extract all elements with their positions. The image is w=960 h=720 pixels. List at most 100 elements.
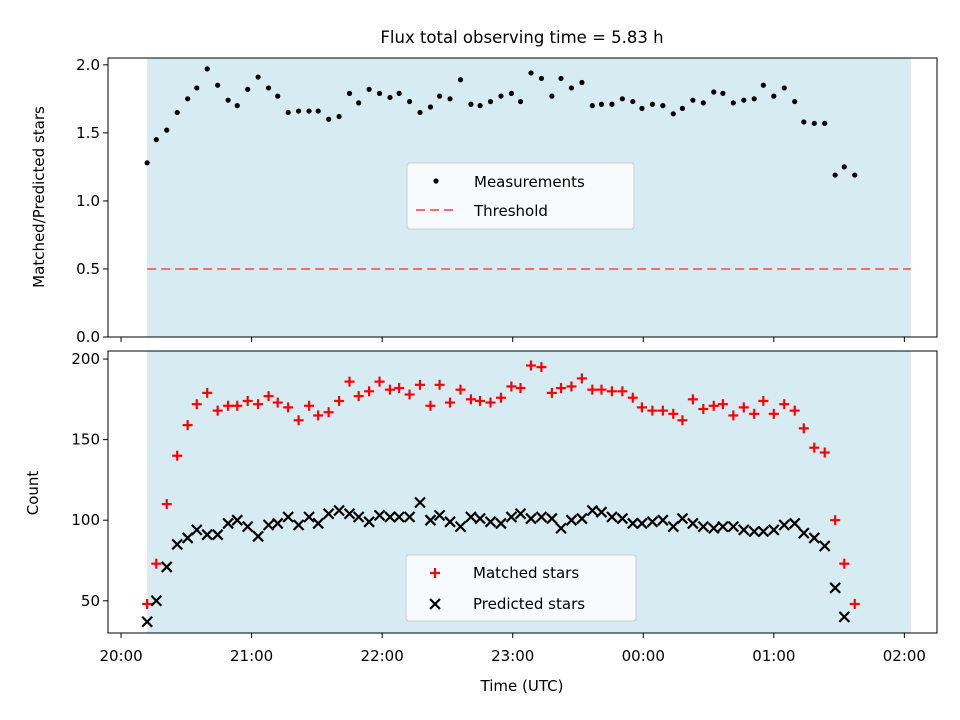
- matched-stars-series: [142, 360, 860, 609]
- predicted-star-point: [707, 522, 720, 535]
- y-tick-label: 1.0: [76, 192, 100, 210]
- count-legend-box: [405, 554, 637, 622]
- measurement-point: [234, 103, 240, 109]
- predicted-star-point: [778, 519, 791, 531]
- matched-star-point: [768, 408, 779, 419]
- matched-star-point: [617, 386, 628, 397]
- measurement-point: [649, 101, 655, 107]
- y-tick-label: 2.0: [76, 56, 100, 74]
- matched-star-point: [455, 384, 466, 395]
- predicted-star-point: [565, 514, 578, 526]
- measurement-point: [538, 75, 545, 82]
- measurement-point: [498, 93, 504, 99]
- ratio-legend: Measurements Threshold: [406, 162, 635, 230]
- y-tick-label: 200: [71, 350, 100, 368]
- predicted-star-point: [676, 512, 689, 525]
- predicted-star-point: [252, 530, 264, 543]
- measurement-point: [245, 86, 251, 92]
- measurement-point: [760, 82, 766, 88]
- predicted-star-point: [484, 516, 497, 528]
- predicted-star-point: [465, 511, 477, 523]
- predicted-star-point: [424, 514, 437, 526]
- predicted-star-point: [586, 504, 599, 517]
- matched-star-point: [536, 362, 547, 373]
- y-tick-label: 50: [81, 592, 100, 610]
- matched-star-point: [142, 598, 153, 609]
- measurement-point: [406, 98, 413, 105]
- legend-predicted-label: Predicted stars: [473, 595, 585, 613]
- predicted-star-point: [505, 511, 518, 523]
- matched-star-point: [576, 373, 587, 384]
- measurement-point: [185, 96, 191, 102]
- measurement-point: [781, 85, 787, 91]
- matched-star-point: [596, 384, 607, 395]
- measurement-point: [771, 93, 777, 99]
- matched-star-point: [749, 408, 760, 419]
- matched-star-point: [404, 389, 415, 400]
- matched-star-point: [394, 383, 405, 394]
- measurement-point: [811, 120, 817, 126]
- measurement-point: [174, 109, 180, 116]
- predicted-star-point: [433, 509, 446, 522]
- predicted-star-point: [303, 511, 315, 523]
- matched-star-point: [849, 598, 860, 609]
- matched-star-point: [708, 400, 719, 411]
- matched-star-point: [758, 395, 769, 406]
- measurement-point: [690, 97, 696, 103]
- y-tick-label: 0.5: [76, 260, 100, 278]
- measurement-point: [841, 164, 847, 170]
- measurement-point: [315, 108, 321, 114]
- predicted-star-point: [414, 496, 426, 509]
- matched-star-point: [465, 394, 476, 405]
- measurement-point: [589, 103, 595, 109]
- measurement-point: [508, 90, 515, 96]
- matched-star-point: [415, 379, 426, 390]
- predicted-star-point: [627, 517, 639, 530]
- predicted-star-point: [667, 520, 680, 533]
- measurement-point: [194, 85, 200, 91]
- measurement-point: [144, 160, 150, 166]
- measurement-point: [579, 79, 585, 86]
- matched-star-point: [809, 442, 820, 453]
- measurement-point: [336, 113, 342, 120]
- y-tick-label: 1.5: [76, 124, 100, 142]
- measurement-point: [792, 98, 798, 105]
- measurement-point: [468, 101, 474, 107]
- measurement-point: [679, 105, 686, 111]
- predicted-star-point: [727, 520, 740, 533]
- measurement-point: [356, 100, 362, 106]
- legend-matched-label: Matched stars: [473, 564, 579, 582]
- matched-star-point: [525, 360, 536, 371]
- predicted-stars-series: [141, 496, 851, 628]
- matched-star-point: [182, 420, 193, 431]
- matched-star-point: [647, 405, 658, 416]
- predicted-star-point: [616, 512, 629, 525]
- matched-star-point: [313, 410, 324, 421]
- predicted-star-point: [646, 516, 659, 528]
- y-tick-label: 0.0: [76, 328, 100, 346]
- predicted-star-point: [384, 511, 396, 523]
- predicted-star-point: [525, 512, 537, 525]
- matched-star-point: [242, 395, 253, 406]
- measurement-point: [396, 90, 402, 96]
- matched-star-point: [364, 386, 375, 397]
- measurement-point: [366, 86, 372, 92]
- matched-star-point: [172, 450, 183, 461]
- legend-measurements-marker: [433, 178, 439, 184]
- measurement-point: [204, 66, 210, 72]
- predicted-star-point: [403, 511, 416, 523]
- matched-star-point: [445, 397, 456, 408]
- x-tick-label: 22:00: [361, 647, 404, 665]
- matched-star-point: [738, 402, 749, 413]
- matched-star-point: [839, 558, 850, 569]
- matched-star-point: [657, 405, 668, 416]
- matched-star-point: [475, 395, 486, 406]
- predicted-star-point: [333, 504, 345, 517]
- matched-star-point: [334, 395, 345, 406]
- matched-star-point: [293, 415, 304, 426]
- measurement-point: [215, 82, 221, 88]
- predicted-star-point: [535, 511, 548, 523]
- matched-star-point: [425, 400, 436, 411]
- measurement-point: [225, 97, 231, 103]
- legend-threshold-label: Threshold: [473, 202, 548, 220]
